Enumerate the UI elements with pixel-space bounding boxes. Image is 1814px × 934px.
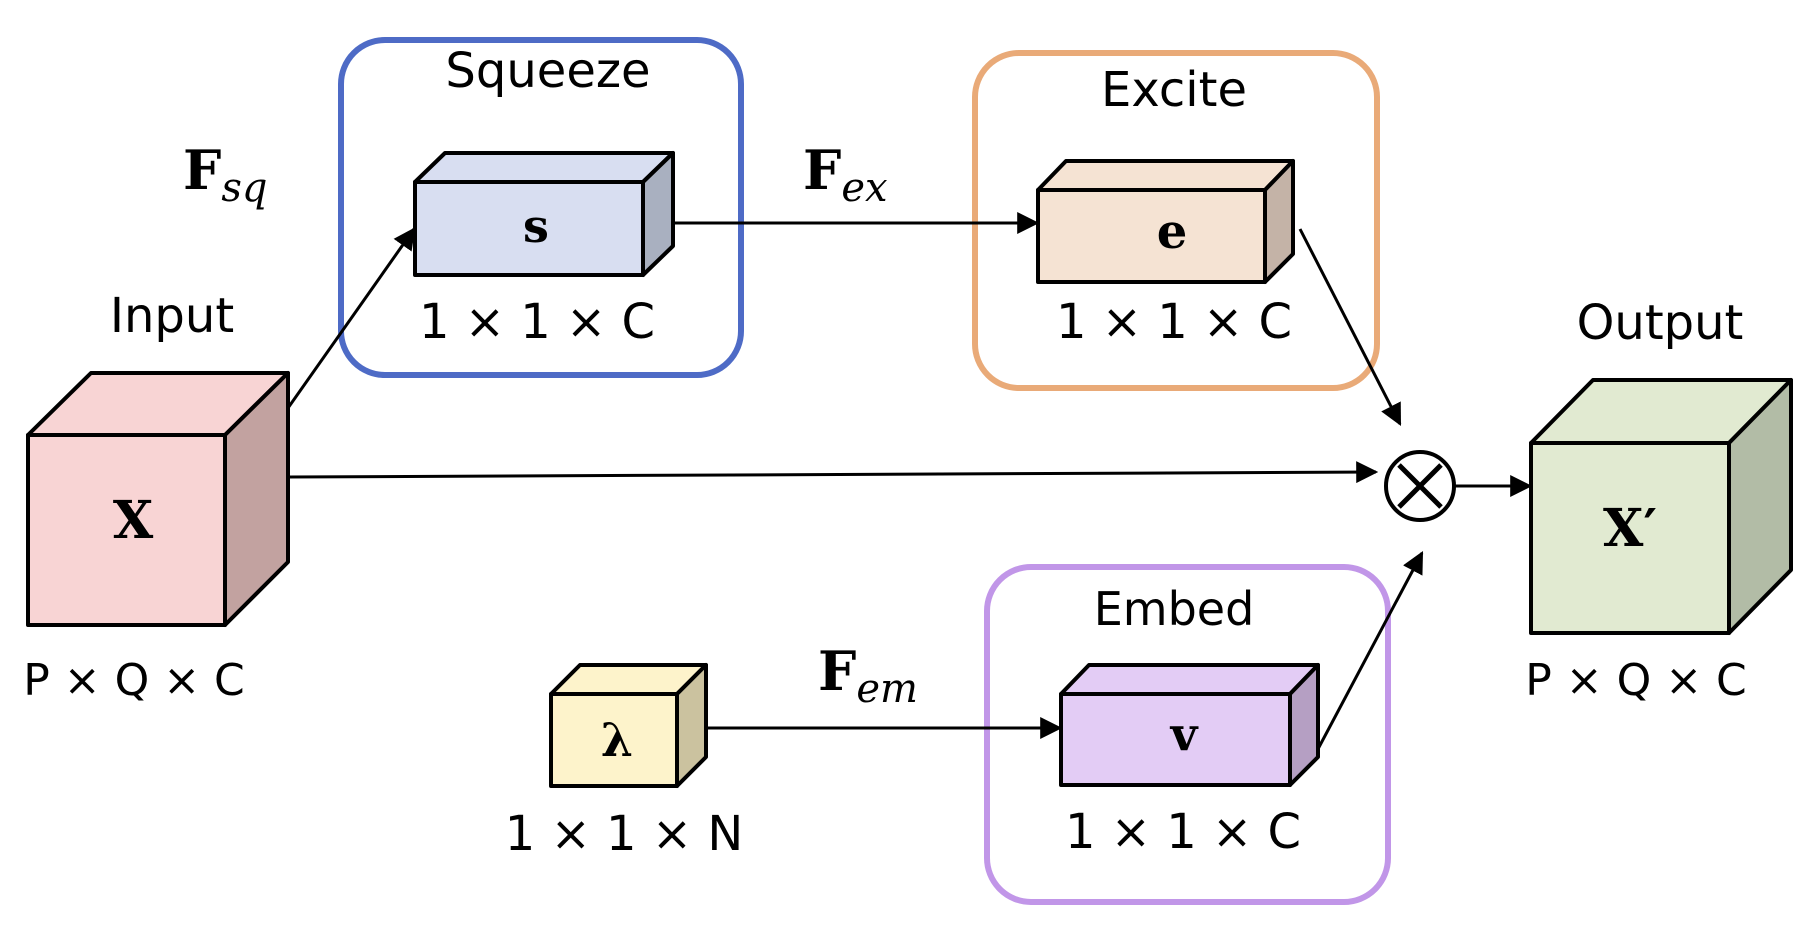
squeeze-dims: 1 × 1 × C: [419, 294, 655, 350]
arrow-v-to-multiply: [1316, 551, 1424, 750]
fex-label: Fex: [803, 138, 888, 211]
excite-dims: 1 × 1 × C: [1056, 294, 1292, 350]
input-title: Input: [110, 288, 234, 344]
output-dims: P × Q × C: [1525, 655, 1747, 706]
fex-sub: ex: [841, 165, 887, 211]
squeeze-title: Squeeze: [445, 43, 650, 99]
embed-dims: 1 × 1 × C: [1065, 804, 1301, 860]
output-title: Output: [1577, 295, 1744, 351]
fem-label: Fem: [818, 639, 918, 712]
embed-module-box: [984, 564, 1391, 905]
lambda-dims: 1 × 1 × N: [505, 806, 743, 862]
e-block: [1036, 159, 1295, 284]
e-symbol: e: [1157, 204, 1188, 260]
excite-module-box: [972, 50, 1380, 391]
input-cube: [26, 371, 290, 627]
v-block: [1059, 663, 1320, 787]
arrow-input-to-s: [286, 227, 416, 409]
fsq-label: Fsq: [183, 138, 267, 211]
fsq-main: F: [183, 138, 221, 202]
output-cube: [1529, 378, 1793, 635]
multiply-operator-icon: [1384, 450, 1456, 522]
lambda-block: [549, 663, 708, 788]
input-symbol: X: [113, 490, 154, 551]
input-dims: P × Q × C: [23, 655, 245, 706]
squeeze-module-box: [338, 37, 744, 378]
s-block: [413, 151, 675, 277]
excite-title: Excite: [1101, 62, 1247, 118]
arrow-input-to-multiply: [287, 461, 1379, 484]
arrow-e-to-multiply: [1298, 228, 1402, 426]
lambda-symbol: λ: [601, 713, 633, 767]
fex-main: F: [803, 138, 841, 202]
v-symbol: v: [1170, 707, 1199, 761]
embed-title: Embed: [1094, 582, 1255, 636]
fsq-sub: sq: [221, 165, 267, 211]
s-symbol: s: [523, 199, 549, 253]
fem-main: F: [818, 639, 856, 703]
fem-sub: em: [856, 666, 918, 712]
output-symbol: X′: [1603, 498, 1657, 559]
